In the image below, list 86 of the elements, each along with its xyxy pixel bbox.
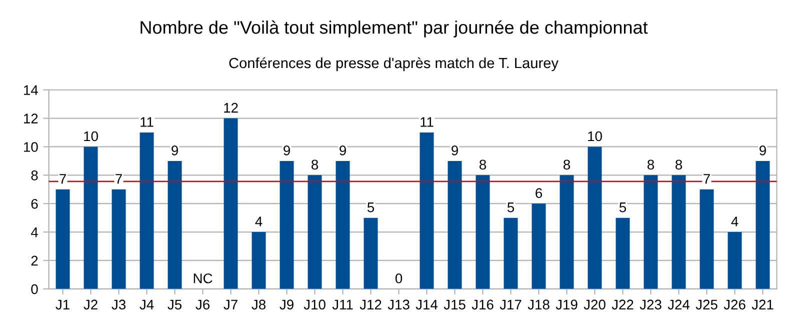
- bar: [308, 175, 322, 289]
- x-tick-label: J4: [140, 300, 154, 310]
- chart-title: Nombre de "Voilà tout simplement" par journée de championnat: [140, 20, 648, 38]
- y-tick-label: 4: [30, 228, 38, 238]
- data-label: 9: [172, 146, 178, 156]
- data-label: 8: [676, 160, 682, 170]
- data-label: 9: [760, 146, 766, 156]
- y-tick-label: 0: [31, 284, 38, 294]
- x-tick-label: J23: [640, 300, 662, 310]
- x-tick-label: J6: [196, 300, 210, 310]
- data-label: 7: [60, 174, 66, 184]
- x-tick-label: J13: [388, 300, 410, 310]
- bar: [84, 146, 98, 289]
- bar: [252, 232, 266, 289]
- bar: [476, 175, 490, 289]
- data-label: 7: [116, 174, 122, 184]
- x-tick-label: J16: [472, 300, 494, 310]
- bar: [672, 175, 686, 289]
- data-label: 6: [536, 188, 542, 198]
- bar: [448, 160, 462, 289]
- data-label: 9: [284, 146, 290, 156]
- x-tick-label: J11: [332, 300, 353, 310]
- x-tick-label: J18: [528, 300, 550, 310]
- x-tick-label: J22: [612, 300, 634, 310]
- data-label: 7: [704, 174, 710, 184]
- bar: [756, 160, 770, 289]
- x-tick-label: J2: [84, 300, 98, 310]
- y-tick-label: 10: [24, 142, 38, 152]
- x-tick-label: J12: [360, 300, 382, 310]
- data-label: 12: [224, 102, 238, 113]
- x-tick-label: J8: [252, 300, 266, 310]
- x-tick-label: J21: [752, 300, 774, 310]
- data-label: 11: [140, 117, 154, 127]
- data-label: 5: [507, 202, 514, 212]
- bar: [504, 218, 518, 289]
- x-tick-label: J10: [304, 300, 326, 310]
- x-tick-label: J17: [500, 300, 522, 310]
- data-label: 8: [564, 160, 570, 170]
- bar: [224, 118, 238, 289]
- bar: [112, 189, 126, 289]
- y-tick-label: 12: [24, 114, 38, 124]
- bar: [420, 132, 434, 289]
- bar: [728, 232, 742, 289]
- x-tick-label: J9: [280, 300, 294, 310]
- bar: [140, 132, 154, 289]
- x-tick-label: J3: [112, 300, 126, 310]
- data-label: 8: [480, 160, 486, 170]
- data-label: 9: [340, 146, 346, 156]
- y-tick-label: 6: [31, 198, 38, 209]
- x-tick-label: J5: [168, 300, 182, 310]
- bar: [168, 160, 182, 289]
- y-tick-label: 14: [24, 85, 38, 95]
- data-label: 11: [420, 117, 434, 127]
- data-label: 9: [452, 146, 458, 156]
- x-tick-label: J1: [56, 300, 70, 310]
- y-tick-label: 2: [31, 256, 38, 266]
- bar: [336, 160, 350, 289]
- data-label: 5: [619, 202, 626, 212]
- data-label: 4: [255, 216, 262, 226]
- bar: [364, 218, 378, 289]
- x-tick-label: J20: [584, 300, 606, 310]
- data-label: 4: [731, 216, 738, 226]
- data-label: 10: [84, 131, 98, 142]
- bar: [644, 175, 658, 289]
- x-tick-label: J24: [668, 300, 690, 310]
- bar: [280, 160, 294, 289]
- data-label: 5: [367, 202, 374, 212]
- x-tick-label: J26: [724, 300, 746, 310]
- data-label: 8: [312, 160, 318, 170]
- x-tick-label: J14: [416, 300, 438, 310]
- data-label: 0: [395, 273, 402, 284]
- bar: [700, 189, 714, 289]
- x-tick-label: J25: [696, 300, 718, 310]
- bar: [532, 204, 546, 289]
- chart-subtitle: Conférences de presse d'après match de T. Laurey: [229, 57, 558, 72]
- x-tick-label: J7: [224, 300, 238, 310]
- x-tick-label: J15: [444, 300, 466, 310]
- text: NC: [194, 273, 212, 284]
- bar: [616, 218, 630, 289]
- data-label: 10: [588, 131, 602, 142]
- data-label: 8: [648, 160, 654, 170]
- bar: [588, 146, 602, 289]
- y-tick-label: 8: [31, 170, 38, 180]
- x-tick-label: J19: [556, 300, 578, 310]
- bar: [560, 175, 574, 289]
- bar: [56, 189, 70, 289]
